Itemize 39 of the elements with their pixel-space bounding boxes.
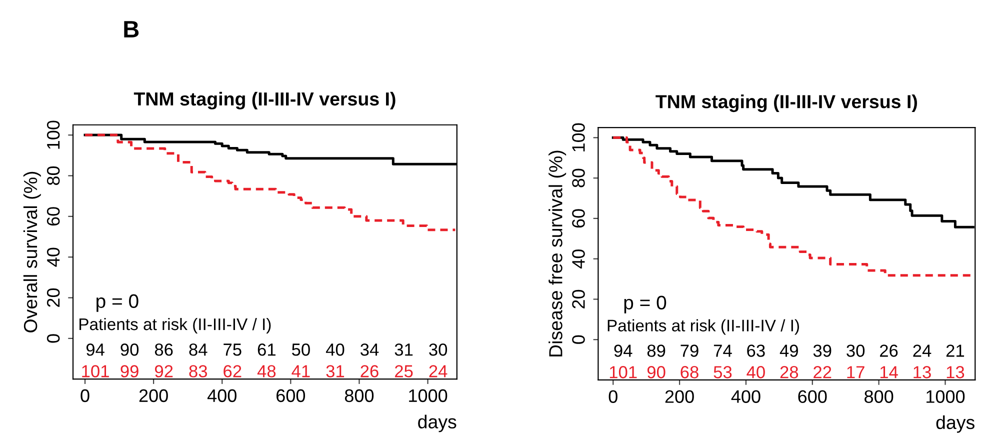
x-tick-label: 200 bbox=[665, 390, 694, 403]
y-tick-label: 0 bbox=[572, 335, 585, 344]
y-tick-label: 20 bbox=[572, 290, 585, 308]
y-axis-title: Overall survival (%) bbox=[23, 172, 41, 332]
x-tick-label: 400 bbox=[731, 390, 760, 403]
annotation: p = 0 bbox=[624, 296, 666, 314]
y-axis-title: Disease free survival (%) bbox=[548, 150, 566, 356]
x-tick-label: 600 bbox=[798, 390, 827, 403]
y-tick-label: 80 bbox=[46, 166, 60, 185]
y-tick-label: 100 bbox=[572, 123, 585, 152]
x-tick-label: 0 bbox=[80, 389, 90, 402]
annotation: Patients at risk (II-III-IV / I) bbox=[80, 318, 271, 334]
y-tick-label: 80 bbox=[572, 168, 585, 188]
chart-title: TNM staging (II-III-IV versus I) bbox=[656, 94, 917, 112]
x-tick-label: 0 bbox=[608, 390, 618, 403]
text: 101 99 92 83 62 48 41 31 26 25 24 bbox=[82, 365, 448, 378]
chart-title: TNM staging (II-III-IV versus I) bbox=[134, 92, 396, 110]
y-tick-label: 40 bbox=[46, 248, 60, 267]
x-tick-label: 800 bbox=[864, 390, 894, 403]
annotation: Patients at risk (II-III-IV / I) bbox=[608, 319, 799, 335]
x-tick-label: 400 bbox=[207, 389, 236, 402]
y-tick-label: 0 bbox=[46, 334, 60, 343]
x-tick-label: 800 bbox=[344, 389, 374, 402]
text: 101 90 68 53 40 28 22 17 14 13 13 bbox=[610, 366, 964, 378]
x-axis-title: days bbox=[418, 414, 456, 432]
y-tick-label: 60 bbox=[46, 207, 60, 226]
x-tick-label: 1000 bbox=[926, 390, 965, 403]
annotation: p = 0 bbox=[96, 294, 138, 312]
x-tick-label: 1000 bbox=[409, 389, 448, 402]
x-axis-title: days bbox=[936, 415, 974, 433]
y-tick-label: 20 bbox=[46, 288, 60, 307]
text: 94 89 79 74 63 49 39 30 26 24 21 bbox=[614, 344, 964, 357]
y-tick-label: 100 bbox=[46, 120, 60, 149]
text: B bbox=[124, 21, 139, 38]
text: 94 90 86 84 75 61 50 40 34 31 30 bbox=[86, 344, 448, 356]
x-tick-label: 600 bbox=[276, 389, 306, 402]
y-tick-label: 60 bbox=[572, 209, 585, 228]
y-tick-label: 40 bbox=[572, 249, 585, 268]
x-tick-label: 200 bbox=[139, 389, 168, 402]
